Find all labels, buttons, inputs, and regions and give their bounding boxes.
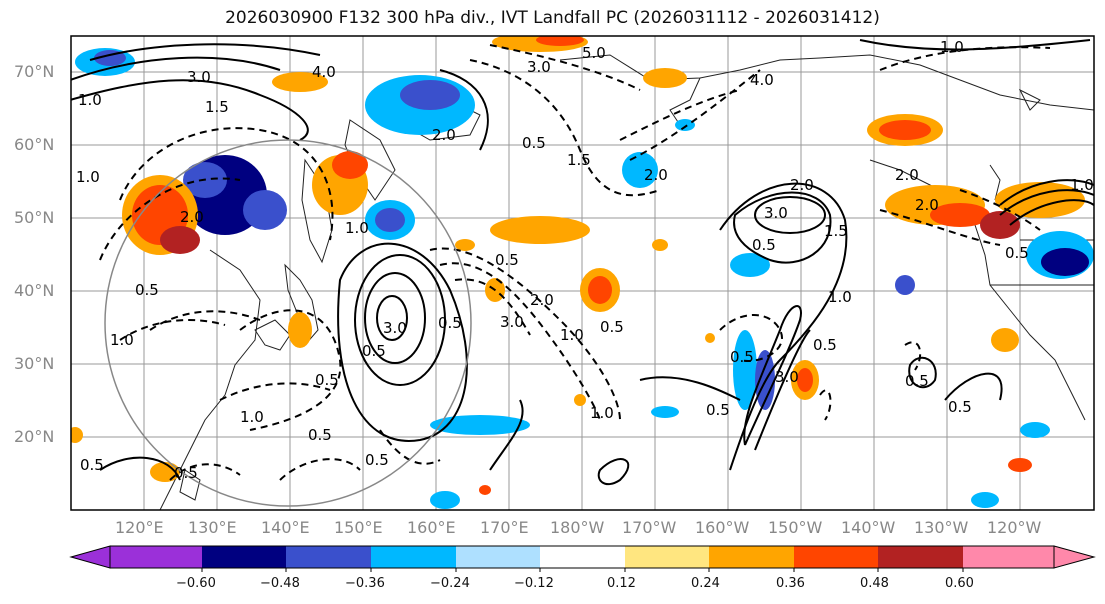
- contour-label: 3.0: [500, 313, 524, 331]
- contour-label: 0.5: [752, 236, 776, 254]
- contour-label: 3.0: [383, 319, 407, 337]
- colorbar-bin: [794, 546, 878, 568]
- contour-label: 0.5: [948, 398, 972, 416]
- colorbar-bin: [456, 546, 540, 568]
- contour-label: 1.0: [78, 91, 102, 109]
- contour-label: 3.0: [764, 204, 788, 222]
- contour-label: 1.0: [590, 404, 614, 422]
- contour-label: 1.0: [1070, 176, 1094, 194]
- contour-label: 0.5: [362, 342, 386, 360]
- contour-label: 0.5: [80, 456, 104, 474]
- contour-label: 0.5: [522, 134, 546, 152]
- contour-label: 0.5: [730, 348, 754, 366]
- contour-label: 1.0: [828, 288, 852, 306]
- contour-label: 1.0: [240, 408, 264, 426]
- contour-label: 4.0: [312, 63, 336, 81]
- colorbar: [69, 545, 1096, 572]
- positive-contours: [71, 39, 1094, 486]
- contour-label: 2.0: [530, 291, 554, 309]
- colorbar-bin: [878, 546, 963, 568]
- colorbar-tick: 0.24: [691, 576, 720, 591]
- map-frame: [70, 35, 1095, 511]
- lat-label-20n: 20°N: [14, 427, 55, 446]
- contour-label: 1.5: [205, 98, 229, 116]
- contour-label: 0.5: [135, 281, 159, 299]
- colorbar-tick: 0.48: [860, 576, 889, 591]
- colorbar-tick: −0.48: [260, 576, 300, 591]
- colorbar-tick: 0.12: [607, 576, 636, 591]
- colorbar-bin: [371, 546, 456, 568]
- contour-label: 0.5: [706, 401, 730, 419]
- colorbar-bin: [540, 546, 625, 568]
- contour-label: 2.0: [895, 166, 919, 184]
- colorbar-extend-max: [1053, 545, 1096, 569]
- contour-label: 3.0: [527, 58, 551, 76]
- contour-label: 0.5: [813, 336, 837, 354]
- contour-label: 0.5: [438, 314, 462, 332]
- lon-label-120w: 120°W: [987, 518, 1042, 537]
- contour-label: 0.5: [600, 318, 624, 336]
- contour-label: 3.0: [187, 68, 211, 86]
- contour-label: 2.0: [180, 208, 204, 226]
- colorbar-tick: −0.36: [345, 576, 385, 591]
- coastlines: [159, 54, 1094, 510]
- contour-label: 1.5: [567, 151, 591, 169]
- contour-label: 1.5: [824, 222, 848, 240]
- colorbar-tick: 0.60: [945, 576, 974, 591]
- lon-label-130e: 130°E: [188, 518, 237, 537]
- lat-label-60n: 60°N: [14, 135, 55, 154]
- colorbar-tick: −0.60: [176, 576, 216, 591]
- contour-label: 0.5: [905, 372, 929, 390]
- colorbar-bin: [963, 546, 1054, 568]
- lon-label-170e: 170°E: [480, 518, 529, 537]
- lon-label-140w: 140°W: [841, 518, 896, 537]
- lon-label-170w: 170°W: [622, 518, 677, 537]
- lat-label-40n: 40°N: [14, 281, 55, 300]
- colorbar-bin: [625, 546, 709, 568]
- reference-circle: [104, 139, 472, 507]
- colorbar-extend-min: [69, 545, 111, 569]
- colorbar-tick: 0.36: [776, 576, 805, 591]
- contour-label: 1.0: [76, 168, 100, 186]
- contour-label: 1.0: [345, 219, 369, 237]
- contour-label: 0.5: [308, 426, 332, 444]
- contour-label: 5.0: [582, 44, 606, 62]
- contour-label: 1.0: [940, 38, 964, 56]
- colorbar-tick: −0.24: [430, 576, 470, 591]
- lon-label-180w: 180°W: [550, 518, 605, 537]
- lon-label-130w: 130°W: [914, 518, 969, 537]
- map-title: 2026030900 F132 300 hPa div., IVT Landfa…: [225, 8, 880, 28]
- lon-label-120e: 120°E: [115, 518, 164, 537]
- contour-labels: 1.0 3.0 1.5 4.0 5.0 3.0 1.0 2.0 0.5 1.5 …: [76, 38, 1094, 482]
- colorbar-bin: [709, 546, 794, 568]
- lon-label-150e: 150°E: [334, 518, 383, 537]
- contour-label: 4.0: [750, 71, 774, 89]
- divergence-shading: [71, 36, 1094, 509]
- colorbar-tick: −0.12: [514, 576, 554, 591]
- contour-label: 2.0: [915, 196, 939, 214]
- contour-label: 1.0: [560, 326, 584, 344]
- lat-label-70n: 70°N: [14, 62, 55, 81]
- contour-label: 0.5: [1005, 244, 1029, 262]
- lon-label-160e: 160°E: [407, 518, 456, 537]
- contour-label: 2.0: [432, 126, 456, 144]
- lon-label-160w: 160°W: [695, 518, 750, 537]
- contour-label: 2.0: [644, 166, 668, 184]
- lon-label-150w: 150°W: [768, 518, 823, 537]
- contour-label: 0.5: [315, 371, 339, 389]
- lon-label-140e: 140°E: [261, 518, 310, 537]
- colorbar-bin: [110, 546, 202, 568]
- contour-label: 3.0: [775, 368, 799, 386]
- lat-label-30n: 30°N: [14, 354, 55, 373]
- contour-label: 2.0: [790, 176, 814, 194]
- contour-label: 1.0: [110, 331, 134, 349]
- colorbar-bin: [202, 546, 286, 568]
- contour-label: 0.5: [365, 451, 389, 469]
- lat-label-50n: 50°N: [14, 208, 55, 227]
- contour-label: 0.5: [174, 464, 198, 482]
- colorbar-bin: [286, 546, 371, 568]
- contour-label: 0.5: [495, 251, 519, 269]
